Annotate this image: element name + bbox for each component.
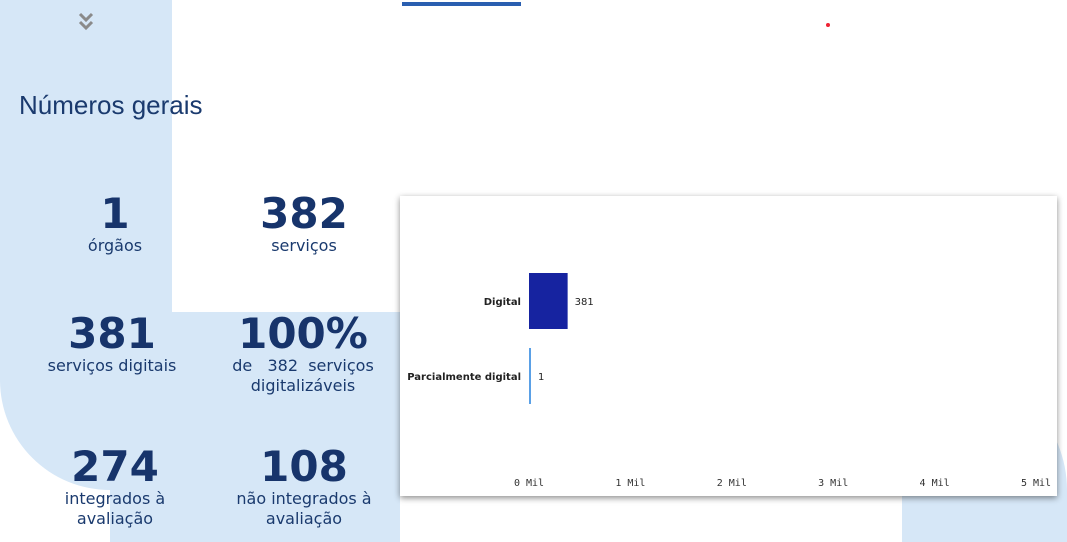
stat-label-line2: digitalizáveis [250, 376, 356, 395]
stat-value: 274 [71, 442, 159, 491]
notification-dot [826, 23, 830, 27]
stat-orgaos: 1 órgãos [60, 192, 170, 256]
stat-percent-digitalizaveis: 100% de 382 serviços digitalizáveis [210, 312, 396, 396]
stat-servicos: 382 serviços [224, 192, 384, 256]
data-label: 381 [575, 297, 594, 308]
bar-parcialmente-digital[interactable] [529, 348, 531, 404]
stat-label-line1: não integrados à [236, 489, 372, 508]
chart-svg: Digital 381 Parcialmente digital 1 0 Mil 1 Mi… [407, 273, 1051, 489]
x-tick-label: 5 Mil [1021, 478, 1051, 489]
section-title: Números gerais [19, 90, 203, 120]
stat-label-line2: avaliação [265, 509, 343, 528]
active-tab-indicator[interactable] [402, 2, 521, 6]
stat-value: 381 [68, 309, 156, 358]
stat-label-line1: de 382 serviços [232, 356, 374, 375]
x-tick-label: 3 Mil [818, 478, 848, 489]
stat-label: serviços [271, 236, 337, 255]
x-tick-label: 4 Mil [920, 478, 950, 489]
stat-label: órgãos [87, 236, 143, 255]
stat-label: serviços digitais [47, 356, 177, 375]
stat-value: 108 [260, 442, 348, 491]
stat-servicos-digitais: 381 serviços digitais [32, 312, 192, 376]
x-tick-label: 2 Mil [717, 478, 747, 489]
stat-value: 1 [100, 189, 130, 238]
x-tick-label: 0 Mil [514, 478, 544, 489]
digital-status-bar-chart[interactable]: Digital 381 Parcialmente digital 1 0 Mil 1 Mi… [400, 196, 1057, 496]
category-label: Digital [484, 297, 521, 308]
stat-value: 382 [260, 189, 348, 238]
stat-nao-integrados: 108 não integrados à avaliação [214, 445, 394, 529]
stat-label-line2: avaliação [76, 509, 154, 528]
data-label: 1 [538, 372, 544, 383]
stat-label-line1: integrados à [64, 489, 166, 508]
stat-value: 100% [238, 309, 368, 358]
stat-integrados: 274 integrados à avaliação [40, 445, 190, 529]
category-label: Parcialmente digital [407, 372, 521, 383]
double-chevron-down-icon[interactable] [76, 10, 96, 34]
x-tick-label: 1 Mil [615, 478, 645, 489]
bar-digital[interactable] [529, 273, 568, 329]
top-white-block [172, 0, 422, 312]
